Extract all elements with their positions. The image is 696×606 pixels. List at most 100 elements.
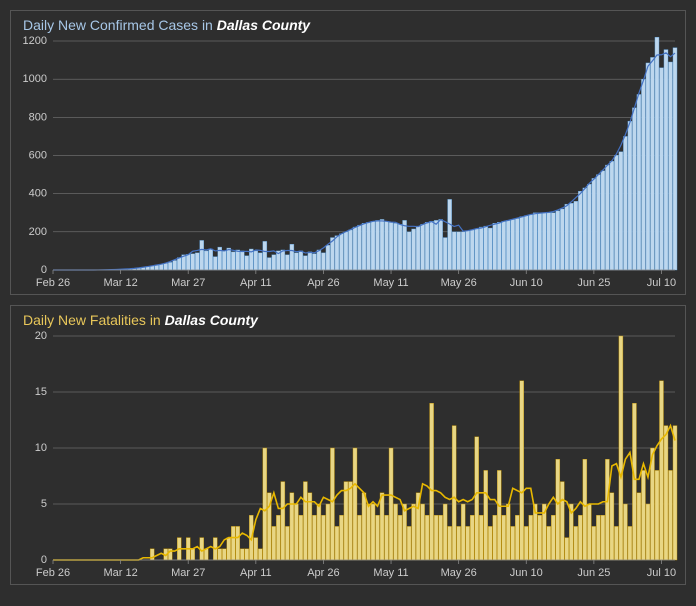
bar — [263, 448, 267, 560]
svg-text:0: 0 — [41, 554, 47, 566]
bar — [231, 252, 235, 270]
svg-text:200: 200 — [29, 226, 47, 238]
bar — [632, 108, 636, 270]
bar — [335, 526, 339, 560]
bar — [623, 504, 627, 560]
svg-text:Mar 27: Mar 27 — [171, 567, 205, 579]
bar — [673, 426, 677, 560]
bar — [398, 224, 402, 270]
bar — [254, 251, 258, 270]
bar — [502, 515, 506, 560]
bar — [421, 224, 425, 270]
bar — [475, 229, 479, 270]
bar — [403, 220, 407, 270]
bar — [601, 515, 605, 560]
bar — [335, 236, 339, 270]
bar — [533, 213, 537, 270]
bar — [204, 251, 208, 270]
bar — [222, 251, 226, 270]
bar — [227, 248, 231, 270]
bar — [385, 221, 389, 270]
bar — [245, 549, 249, 560]
svg-text:Mar 12: Mar 12 — [103, 277, 137, 289]
bar — [285, 255, 289, 270]
bar — [479, 227, 483, 270]
bar — [587, 184, 591, 270]
svg-text:5: 5 — [41, 498, 47, 510]
bar — [434, 515, 438, 560]
svg-text:Jun 25: Jun 25 — [577, 277, 610, 289]
bar — [177, 258, 181, 270]
bar — [493, 223, 497, 270]
bar — [583, 188, 587, 270]
bar — [330, 448, 334, 560]
bar — [173, 260, 177, 270]
svg-text:Jun 10: Jun 10 — [510, 277, 543, 289]
bar — [578, 191, 582, 270]
bar — [308, 252, 312, 270]
bar — [515, 515, 519, 560]
bar — [614, 526, 618, 560]
svg-text:May 26: May 26 — [441, 277, 477, 289]
bar — [470, 515, 474, 560]
bar — [452, 232, 456, 270]
bar — [430, 403, 434, 560]
svg-text:Apr 26: Apr 26 — [307, 277, 339, 289]
bar — [308, 493, 312, 560]
bar — [628, 526, 632, 560]
bar — [574, 201, 578, 270]
svg-text:20: 20 — [35, 330, 47, 342]
bar — [587, 504, 591, 560]
svg-text:Apr 26: Apr 26 — [307, 567, 339, 579]
bar — [416, 226, 420, 270]
bar — [628, 121, 632, 270]
bar — [240, 549, 244, 560]
bar — [547, 526, 551, 560]
bar — [479, 515, 483, 560]
bar — [339, 515, 343, 560]
bar — [493, 515, 497, 560]
svg-text:Mar 12: Mar 12 — [103, 567, 137, 579]
bar — [258, 549, 262, 560]
bar — [610, 493, 614, 560]
bar — [506, 220, 510, 270]
bar — [497, 222, 501, 270]
bar — [596, 175, 600, 270]
bar — [623, 136, 627, 270]
svg-text:Feb 26: Feb 26 — [36, 277, 70, 289]
bar — [619, 336, 623, 560]
bar — [326, 245, 330, 270]
bar — [218, 549, 222, 560]
bar — [511, 219, 515, 270]
bar — [299, 251, 303, 270]
bar — [664, 50, 668, 270]
bar — [461, 232, 465, 270]
svg-text:Jul 10: Jul 10 — [647, 567, 676, 579]
bar — [434, 220, 438, 270]
bar — [389, 448, 393, 560]
bar — [637, 94, 641, 270]
bar — [407, 526, 411, 560]
bar — [272, 255, 276, 270]
bar — [371, 504, 375, 560]
bar — [466, 231, 470, 270]
bar — [236, 250, 240, 270]
bar — [448, 526, 452, 560]
svg-text:May 26: May 26 — [441, 567, 477, 579]
bar — [605, 459, 609, 560]
bar — [646, 504, 650, 560]
bar — [407, 232, 411, 270]
bar — [538, 515, 542, 560]
bar — [443, 238, 447, 270]
bar — [565, 538, 569, 560]
bar — [668, 470, 672, 560]
svg-text:May 11: May 11 — [373, 277, 408, 289]
bar — [668, 62, 672, 270]
bar — [632, 403, 636, 560]
bar — [348, 230, 352, 270]
fatalities-chart-panel: Daily New Fatalities in Dallas County 05… — [10, 305, 686, 585]
bar — [376, 220, 380, 270]
bar — [430, 221, 434, 270]
bar — [515, 218, 519, 270]
bar — [484, 226, 488, 270]
